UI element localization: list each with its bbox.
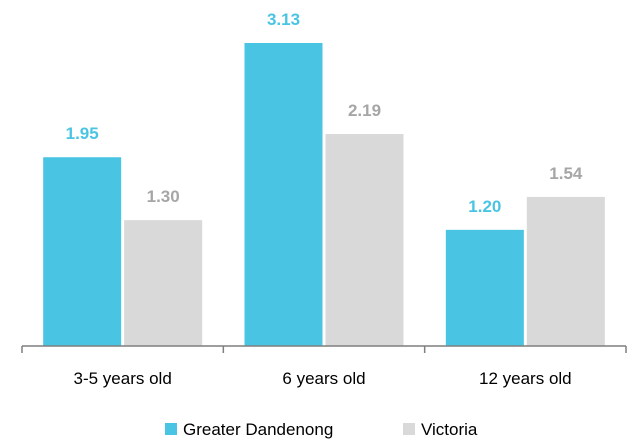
legend-victoria: Victoria [403,420,478,439]
bar-greater-dandenong-2 [445,229,524,346]
legend-greater-dandenong: Greater Dandenong [165,420,333,439]
value-label-victoria-1: 2.19 [348,101,381,120]
value-label-greater-dandenong-0: 1.95 [66,124,99,143]
value-label-victoria-0: 1.30 [147,187,180,206]
legend: Greater Dandenong Victoria [165,420,478,439]
legend-label-0: Greater Dandenong [183,420,333,439]
category-label-0: 3-5 years old [74,369,172,388]
category-label-2: 12 years old [479,369,572,388]
legend-swatch-0 [165,423,177,435]
bar-greater-dandenong-0 [43,157,122,346]
value-labels-group: 1.95 1.30 3.13 2.19 1.20 1.54 [66,10,583,216]
legend-swatch-1 [403,423,415,435]
bars-group [43,43,605,346]
value-label-greater-dandenong-2: 1.20 [468,197,501,216]
legend-label-1: Victoria [421,420,478,439]
category-label-1: 6 years old [282,369,365,388]
bar-greater-dandenong-1 [244,43,323,346]
value-label-victoria-2: 1.54 [549,164,583,183]
x-axis [21,345,627,353]
bar-victoria-2 [526,196,605,346]
bar-victoria-0 [124,220,203,346]
value-label-greater-dandenong-1: 3.13 [267,10,300,29]
bar-victoria-1 [325,133,404,346]
category-labels-group: 3-5 years old 6 years old 12 years old [74,369,572,388]
